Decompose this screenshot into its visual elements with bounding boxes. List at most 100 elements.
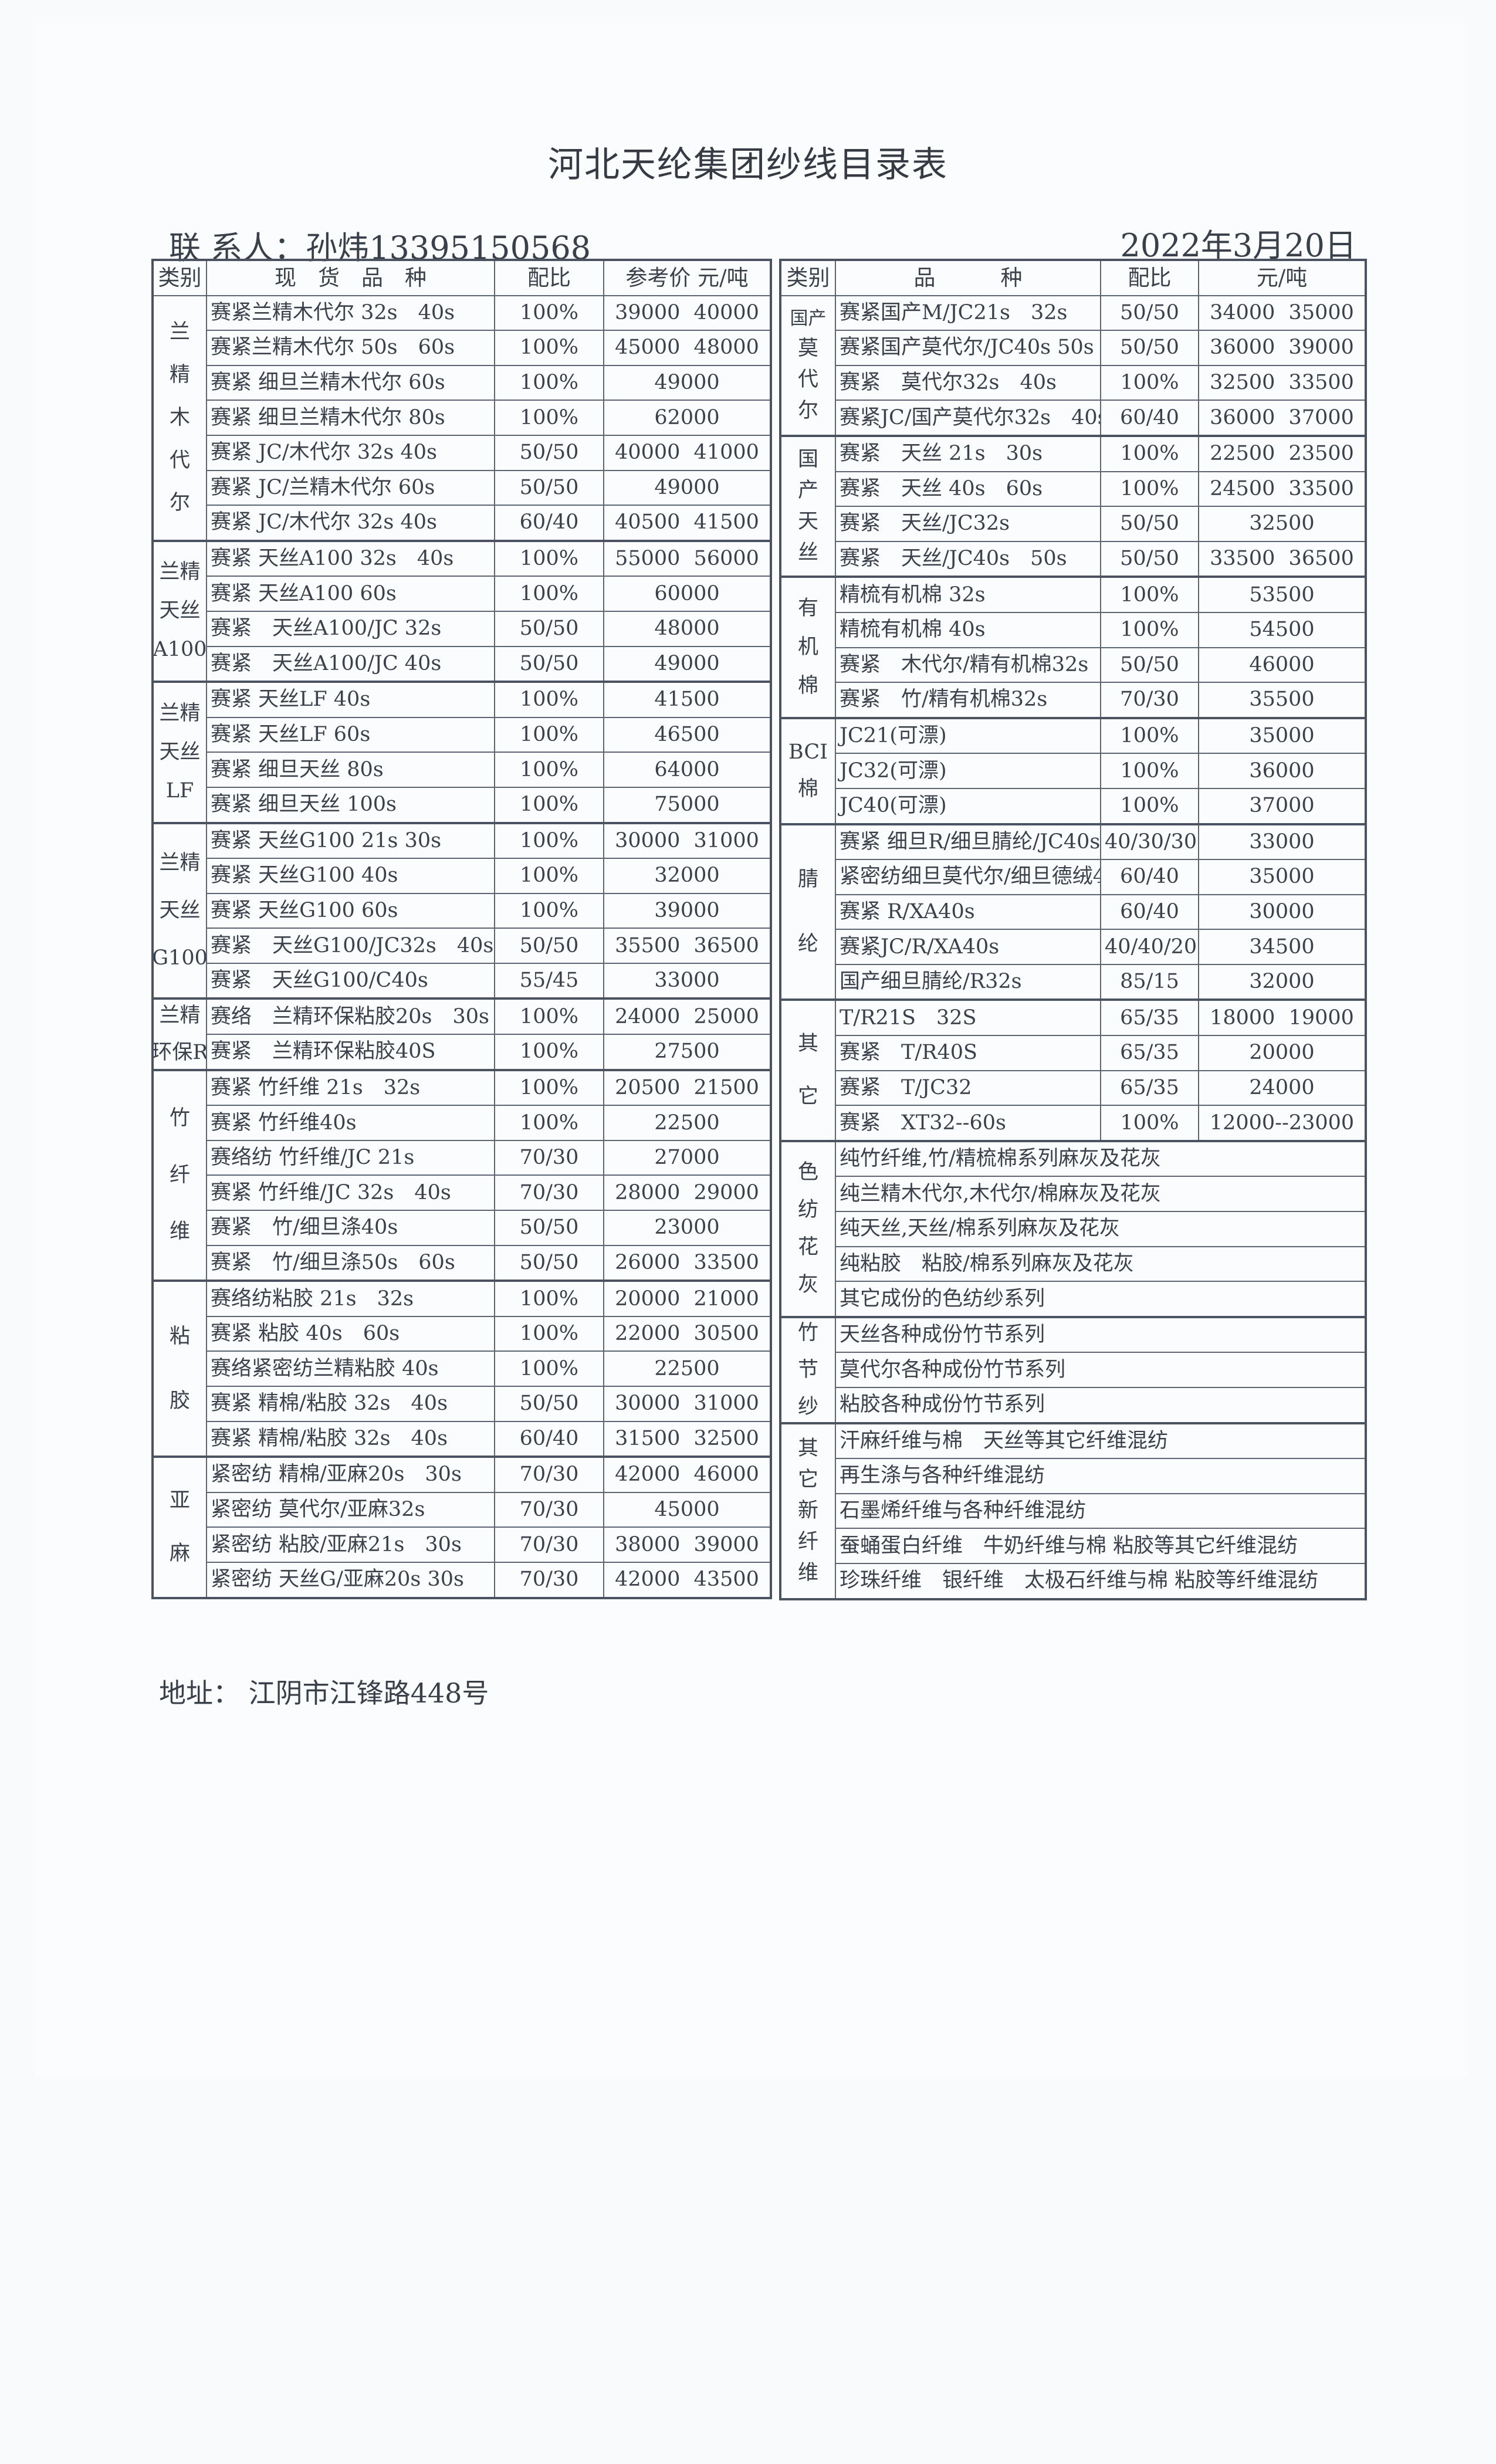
- blend-ratio: 50/50: [494, 1210, 604, 1246]
- reference-price: 22500 23500: [1198, 434, 1366, 472]
- blend-ratio: 100%: [494, 1068, 604, 1106]
- item-name: 汗麻纤维与棉 天丝等其它纤维混纺: [835, 1421, 1366, 1460]
- right-yarn-table: 类别 品 种 配比 元/吨 国产莫代尔赛紧国产M/JC21s 32s 50/50 3…: [779, 259, 1367, 1600]
- item-name: JC21(可漂): [835, 716, 1101, 754]
- reference-price: 46000: [1198, 647, 1366, 683]
- blend-ratio: 100%: [494, 681, 604, 718]
- item-name: 赛紧 天丝G100 21s 30s: [206, 821, 495, 859]
- blend-ratio: 50/50: [494, 1386, 604, 1422]
- item-name: JC40(可漂): [835, 787, 1101, 825]
- reference-price: 23000: [603, 1210, 771, 1246]
- category-cell: 国产莫代尔: [780, 295, 836, 436]
- item-name: 天丝各种成份竹节系列: [835, 1315, 1366, 1353]
- header-category: 类别: [152, 259, 207, 296]
- item-name: 赛紧 天丝LF 40s: [206, 681, 495, 718]
- reference-price: 53500: [1198, 576, 1366, 613]
- item-name: 赛紧 竹纤维/JC 32s 40s: [206, 1175, 495, 1211]
- category-label-part: 棉: [797, 777, 818, 801]
- blend-ratio: 50/50: [494, 610, 604, 647]
- table-row: 赛紧 JC/木代尔 32s 40s 60/40 40500 41500: [153, 505, 771, 541]
- table-row: 赛紧 细旦兰精木代尔 80s 100% 62000: [153, 400, 771, 436]
- category-label-part: A100: [153, 638, 207, 662]
- item-name: 赛紧 天丝LF 60s: [206, 716, 495, 753]
- category-label-part: 国产: [790, 307, 827, 329]
- table-row: 赛紧 T/R40S 65/35 20000: [780, 1035, 1366, 1071]
- item-name: 赛紧 天丝/JC32s: [835, 506, 1101, 542]
- reference-price: 32500 33500: [1198, 364, 1366, 401]
- reference-price: 45000 48000: [603, 330, 771, 366]
- reference-price: 27000: [603, 1139, 771, 1176]
- table-row: 赛络紧密纺兰精粘胶 40s 100% 22500: [153, 1351, 771, 1387]
- category-label-part: 兰精: [159, 560, 201, 584]
- category-cell: 竹纤维: [152, 1068, 207, 1282]
- item-name: JC32(可漂): [835, 753, 1101, 789]
- item-name: 赛紧 细旦R/细旦腈纶/JC40s: [835, 823, 1101, 861]
- blend-ratio: 60/40: [1100, 859, 1199, 895]
- item-name: 紧密纺 精棉/亚麻20s 30s: [206, 1456, 495, 1493]
- table-row: 赛紧 天丝/JC32s 50/50 32500: [780, 506, 1366, 542]
- item-name: 精梳有机棉 40s: [835, 611, 1101, 648]
- table-row: 国产莫代尔赛紧国产M/JC21s 32s 50/50 34000 35000: [780, 295, 1366, 436]
- category-label-part: 其: [797, 1032, 818, 1056]
- category-cell: 兰精 环保R: [152, 997, 207, 1071]
- table-row: 粘胶赛络纺粘胶 21s 32s 100% 20000 21000: [152, 1280, 771, 1458]
- reference-price: 35000: [1198, 716, 1366, 754]
- category-label-part: 兰精: [159, 701, 201, 725]
- reference-price: 33500 36500: [1198, 540, 1366, 578]
- item-name: 赛紧国产M/JC21s 32s: [835, 295, 1101, 331]
- table-row: 兰精 天丝 LF 赛紧 天丝LF 40s 100% 41500: [152, 681, 771, 824]
- category-label: 粘胶: [157, 1326, 202, 1412]
- category-label-part: G100: [153, 946, 207, 970]
- header-price: 参考价 元/吨: [603, 259, 771, 296]
- category-label: 兰精 天丝 G100: [154, 852, 205, 969]
- table-row: 赛紧 JC/木代尔 32s 40s 50/50 40000 41000: [153, 434, 771, 471]
- table-header-row: 类别 现 货 品 种 配比 参考价 元/吨: [152, 259, 771, 296]
- category-label: 兰精 环保R: [154, 1006, 205, 1063]
- category-label-part: 粘: [169, 1324, 190, 1348]
- reference-price: 62000: [603, 400, 771, 436]
- blend-ratio: 100%: [494, 576, 604, 612]
- item-name: 赛络纺 竹纤维/JC 21s: [206, 1139, 495, 1176]
- table-row: 赛紧 竹/细旦涤40s 50/50 23000: [153, 1210, 771, 1246]
- table-row: 赛紧 精棉/粘胶 32s 40s 50/50 30000 31000: [153, 1386, 771, 1422]
- reference-price: 75000: [603, 786, 771, 824]
- reference-price: 64000: [603, 752, 771, 788]
- item-name: 赛紧国产莫代尔/JC40s 50s: [835, 330, 1101, 366]
- reference-price: 18000 19000: [1198, 999, 1366, 1037]
- reference-price: 30000: [1198, 893, 1366, 930]
- category-cell: 腈纶: [780, 823, 836, 1001]
- table-row: 赛紧 天丝G100/C40s 55/45 33000: [153, 962, 771, 1000]
- blend-ratio: 65/35: [1100, 1035, 1199, 1071]
- category-label: 国产天丝: [785, 449, 831, 563]
- category-label: 色纺花灰: [785, 1162, 831, 1295]
- item-name: 赛络紧密纺兰精粘胶 40s: [206, 1351, 495, 1387]
- item-name: 莫代尔各种成份竹节系列: [835, 1352, 1366, 1388]
- reference-price: 33000: [603, 962, 771, 1000]
- table-row: 赛紧 精棉/粘胶 32s 40s 60/40 31500 32500: [153, 1420, 771, 1458]
- reference-price: 35500: [1198, 682, 1366, 719]
- header-price: 元/吨: [1198, 259, 1366, 296]
- blend-ratio: 100%: [494, 1315, 604, 1352]
- header-item: 品 种: [835, 259, 1101, 296]
- reference-price: 49000: [603, 645, 771, 683]
- blend-ratio: 100%: [1100, 434, 1199, 472]
- blend-ratio: 50/50: [494, 928, 604, 964]
- blend-ratio: 100%: [494, 821, 604, 859]
- category-cell: 兰精 天丝 LF: [152, 681, 207, 824]
- category-cell: 色纺花灰: [780, 1139, 836, 1318]
- table-row: 赛紧JC/R/XA40s 40/40/20 34500: [780, 929, 1366, 965]
- reference-price: 39000 40000: [603, 295, 771, 331]
- reference-price: 42000 46000: [603, 1456, 771, 1493]
- reference-price: 35000: [1198, 859, 1366, 895]
- category-cell: 兰精 天丝 G100: [152, 821, 207, 1000]
- category-label-part: 代: [797, 367, 818, 391]
- blend-ratio: 100%: [494, 1280, 604, 1317]
- table-row: 竹节纱天丝各种成份竹节系列: [780, 1315, 1366, 1424]
- blend-ratio: 100%: [1100, 1105, 1199, 1142]
- category-cell: 竹节纱: [780, 1315, 836, 1424]
- table-row: 亚麻紧密纺 精棉/亚麻20s 30s 70/30 42000 46000: [152, 1456, 771, 1599]
- reference-price: 38000 39000: [603, 1527, 771, 1563]
- blend-ratio: 70/30: [1100, 682, 1199, 719]
- category-label-part: 精: [169, 363, 190, 387]
- item-name: 赛紧 R/XA40s: [835, 893, 1101, 930]
